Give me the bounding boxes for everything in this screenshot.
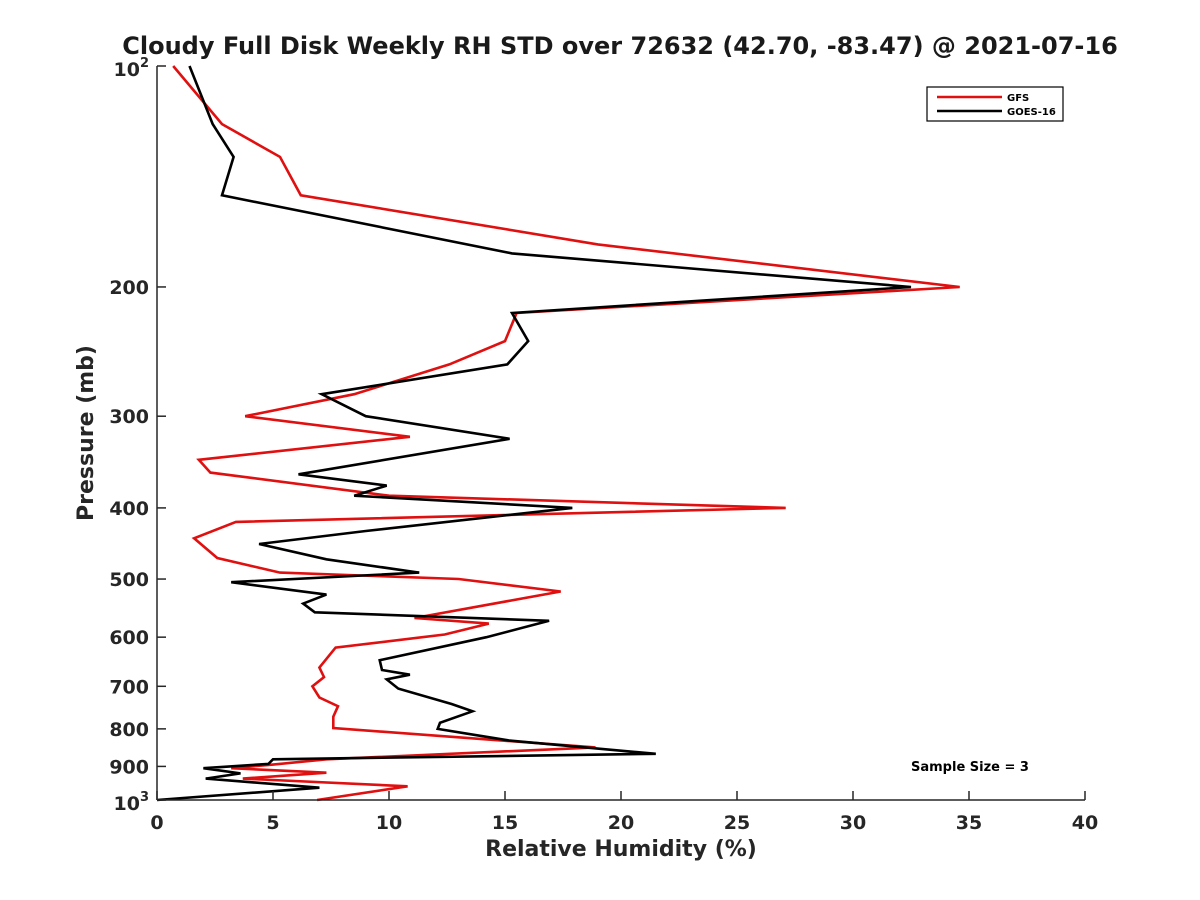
y-tick-label: 600 bbox=[109, 627, 149, 649]
series-layer bbox=[156, 65, 960, 802]
plot-area: 0 5 10 15 20 25 30 35 40 200 300 400 500 600 700 800 90… bbox=[109, 65, 1098, 834]
legend-label-goes16: GOES-16 bbox=[1007, 107, 1056, 118]
y-tick-min-base: 10 bbox=[114, 59, 140, 81]
sample-size-annotation: Sample Size = 3 bbox=[911, 760, 1029, 775]
x-tick-label: 15 bbox=[492, 812, 518, 834]
chart-title: Cloudy Full Disk Weekly RH STD over 7263… bbox=[122, 32, 1118, 60]
y-tick-max-base: 10 bbox=[114, 793, 140, 815]
x-tick-label: 20 bbox=[608, 812, 634, 834]
y-tick-label-max: 103 bbox=[114, 790, 150, 815]
legend-label-gfs: GFS bbox=[1007, 93, 1029, 104]
y-tick-max-exp: 3 bbox=[140, 790, 149, 805]
x-tick-label: 40 bbox=[1072, 812, 1098, 834]
y-tick-label: 300 bbox=[109, 406, 149, 428]
y-tick-label: 800 bbox=[109, 719, 149, 741]
x-tick-label: 35 bbox=[956, 812, 982, 834]
y-tick-label: 700 bbox=[109, 676, 149, 698]
x-tick-label: 30 bbox=[840, 812, 866, 834]
series-line-goes16 bbox=[156, 65, 912, 802]
y-ticks: 200 300 400 500 600 700 800 900 bbox=[109, 65, 166, 801]
x-axis-label: Relative Humidity (%) bbox=[485, 837, 757, 862]
y-tick-label: 900 bbox=[109, 756, 149, 778]
y-tick-min-exp: 2 bbox=[140, 56, 149, 71]
x-tick-label: 25 bbox=[724, 812, 750, 834]
y-axis-label: Pressure (mb) bbox=[74, 345, 99, 521]
y-tick-label: 400 bbox=[109, 498, 149, 520]
y-tick-label: 500 bbox=[109, 569, 149, 591]
legend: GFS GOES-16 bbox=[926, 86, 1064, 122]
x-tick-label: 5 bbox=[266, 812, 279, 834]
series-line-gfs bbox=[172, 65, 960, 802]
x-tick-label: 0 bbox=[150, 812, 163, 834]
y-tick-label: 200 bbox=[109, 277, 149, 299]
legend-box bbox=[926, 86, 1064, 122]
x-tick-label: 10 bbox=[376, 812, 402, 834]
y-tick-label-min: 102 bbox=[114, 56, 150, 81]
x-ticks: 0 5 10 15 20 25 30 35 40 bbox=[150, 791, 1098, 834]
